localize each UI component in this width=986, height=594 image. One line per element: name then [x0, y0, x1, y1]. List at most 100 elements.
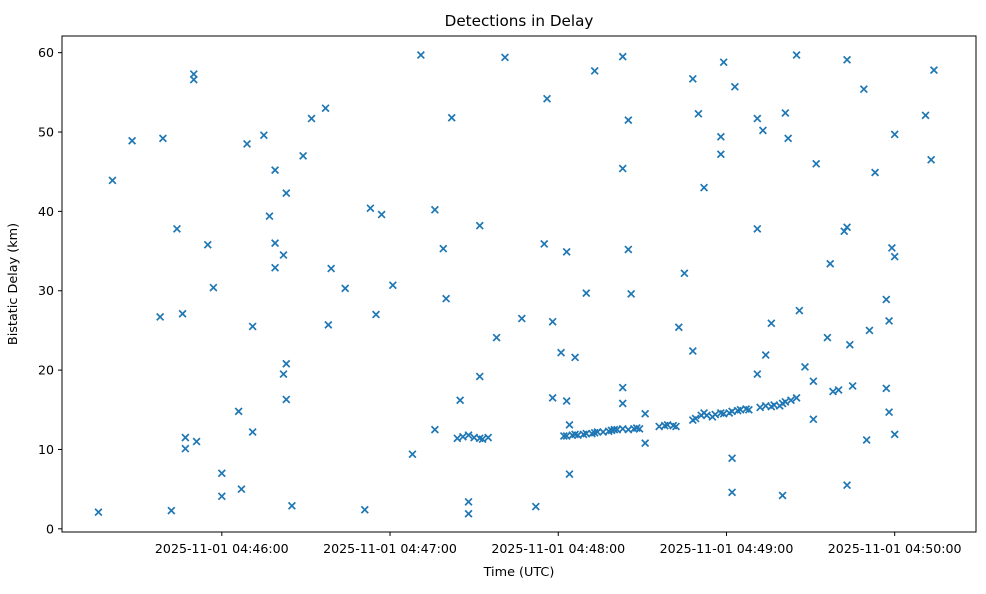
data-point-marker	[248, 322, 257, 331]
data-point-marker	[618, 383, 627, 392]
y-tick-label: 50	[38, 125, 54, 140]
y-tick-label: 0	[46, 521, 54, 536]
data-point-marker	[327, 264, 336, 273]
data-point-marker	[795, 306, 804, 315]
data-point-marker	[562, 247, 571, 256]
data-point-marker	[243, 139, 252, 148]
data-point-marker	[234, 407, 243, 416]
data-point-marker	[439, 244, 448, 253]
data-point-marker	[823, 333, 832, 342]
data-point-marker	[767, 319, 776, 328]
data-point-marker	[565, 470, 574, 479]
data-point-marker	[265, 212, 274, 221]
data-point-marker	[792, 393, 801, 402]
data-point-marker	[927, 155, 936, 164]
data-point-marker	[929, 66, 938, 75]
data-point-marker	[548, 317, 557, 326]
data-point-marker	[167, 506, 176, 515]
x-tick-label: 2025-11-01 04:46:00	[155, 541, 289, 556]
data-point-marker	[181, 433, 190, 442]
x-axis-label: Time (UTC)	[483, 565, 555, 580]
data-point-marker	[716, 132, 725, 141]
data-point-marker	[680, 269, 689, 278]
data-point-marker	[108, 176, 117, 185]
y-tick-label: 60	[38, 45, 54, 60]
data-point-marker	[94, 508, 103, 517]
data-point-marker	[447, 113, 456, 122]
data-point-marker	[641, 439, 650, 448]
data-point-marker	[781, 108, 790, 117]
data-point-marker	[517, 314, 526, 323]
data-point-marker	[299, 151, 308, 160]
data-point-marker	[843, 481, 852, 490]
data-point-marker	[181, 444, 190, 453]
data-point-marker	[865, 326, 874, 335]
y-tick-label: 30	[38, 283, 54, 298]
data-point-marker	[786, 396, 795, 405]
data-point-marker	[711, 410, 720, 419]
data-point-marker	[478, 435, 487, 444]
x-tick-label: 2025-11-01 04:47:00	[323, 541, 457, 556]
data-point-marker	[456, 396, 465, 405]
data-point-marker	[843, 55, 852, 64]
data-point-marker	[484, 433, 493, 442]
data-point-marker	[559, 431, 568, 440]
data-point-marker	[430, 205, 439, 214]
data-point-marker	[862, 435, 871, 444]
data-point-marker	[237, 485, 246, 494]
data-point-marker	[700, 183, 709, 192]
data-point-marker	[834, 385, 843, 394]
data-point-marker	[812, 159, 821, 168]
y-tick-label: 10	[38, 442, 54, 457]
data-point-marker	[845, 340, 854, 349]
data-point-marker	[372, 310, 381, 319]
data-point-marker	[674, 323, 683, 332]
data-point-marker	[203, 240, 212, 249]
data-point-marker	[624, 245, 633, 254]
x-tick-label: 2025-11-01 04:50:00	[828, 541, 962, 556]
y-tick-label: 40	[38, 204, 54, 219]
data-point-marker	[756, 403, 765, 412]
data-point-marker	[442, 294, 451, 303]
data-point-marker	[627, 289, 636, 298]
data-point-marker	[321, 104, 330, 113]
data-point-marker	[217, 492, 226, 501]
data-point-marker	[890, 252, 899, 261]
data-point-marker	[408, 450, 417, 459]
data-point-marker	[753, 370, 762, 379]
data-point-marker	[271, 166, 280, 175]
data-point-marker	[388, 281, 397, 290]
data-point-marker	[871, 168, 880, 177]
data-point-marker	[156, 312, 165, 321]
data-point-marker	[719, 58, 728, 67]
data-point-marker	[716, 150, 725, 159]
data-point-marker	[287, 501, 296, 510]
data-point-marker	[778, 491, 787, 500]
data-point-marker	[809, 377, 818, 386]
series-scattered-detections	[94, 51, 938, 518]
data-point-marker	[128, 136, 137, 145]
data-point-marker	[209, 283, 218, 292]
data-point-marker	[259, 131, 268, 140]
data-point-marker	[688, 347, 697, 356]
y-axis-label: Bistatic Delay (km)	[6, 223, 21, 345]
series-rising-track-detections	[453, 393, 801, 444]
data-point-marker	[781, 397, 790, 406]
data-point-marker	[744, 405, 753, 414]
data-point-marker	[848, 381, 857, 390]
data-point-marker	[809, 415, 818, 424]
data-point-marker	[377, 210, 386, 219]
data-point-marker	[453, 434, 462, 443]
data-point-marker	[859, 85, 868, 94]
data-point-marker	[800, 362, 809, 371]
data-point-marker	[702, 411, 711, 420]
data-point-marker	[271, 263, 280, 272]
data-point-marker	[158, 134, 167, 143]
data-point-marker	[885, 408, 894, 417]
data-point-marker	[571, 353, 580, 362]
data-point-marker	[730, 82, 739, 91]
data-point-marker	[279, 370, 288, 379]
axes: 2025-11-01 04:46:00 2025-11-01 04:47:00 20…	[38, 45, 962, 556]
data-point-marker	[887, 243, 896, 252]
